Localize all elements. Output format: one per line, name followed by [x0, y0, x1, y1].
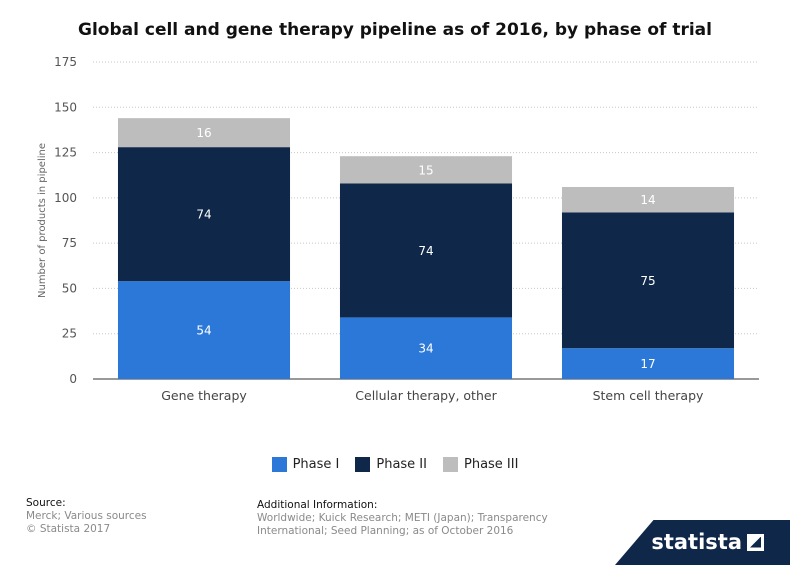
bar-segment: [561, 186, 735, 213]
data-label: 75: [640, 274, 655, 288]
y-tick-label: 25: [62, 327, 77, 341]
statista-logo-icon: [747, 533, 764, 551]
data-label: 54: [196, 324, 211, 338]
legend-swatch: [442, 457, 458, 472]
category-label: Cellular therapy, other: [355, 388, 497, 403]
bar-segment: [117, 281, 291, 379]
source-heading: Source:: [26, 497, 66, 509]
data-label: 17: [640, 357, 655, 371]
data-label: 74: [418, 244, 433, 258]
legend-label: Phase II: [376, 457, 427, 472]
bar-segment: [339, 317, 513, 379]
legend-item[interactable]: Phase II: [355, 457, 427, 472]
data-label: 74: [196, 208, 211, 222]
y-tick-label: 100: [54, 191, 77, 205]
data-label: 34: [418, 342, 433, 356]
y-tick-label: 125: [54, 146, 77, 160]
chart-plot: 0 25 50 75 100 125 150 175 Number of products in…: [37, 55, 759, 403]
data-label: 14: [640, 193, 655, 207]
legend-label: Phase I: [292, 457, 340, 472]
y-tick-label: 175: [54, 55, 77, 69]
brand-name: statista: [651, 530, 742, 554]
bar-segment: [339, 156, 513, 184]
additional-info-block: Additional Information: Worldwide; Kuick…: [257, 499, 557, 538]
bar-segment: [561, 212, 735, 349]
bar-segment: [561, 348, 735, 379]
legend-swatch: [271, 457, 287, 472]
data-label: 15: [418, 163, 433, 177]
source-block: Source: Merck; Various sources © Statist…: [26, 497, 147, 536]
legend-label: Phase III: [463, 457, 519, 472]
y-tick-label: 50: [62, 281, 77, 295]
y-tick-label: 150: [54, 100, 77, 114]
bar-segment: [117, 118, 291, 148]
statista-logo[interactable]: statista: [651, 530, 764, 554]
additional-info-text: Worldwide; Kuick Research; METI (Japan);…: [257, 512, 548, 537]
legend: Phase I Phase II Phase III: [0, 457, 790, 472]
legend-item[interactable]: Phase I: [271, 457, 340, 472]
y-axis-label: Number of products in pipeline: [37, 143, 48, 298]
category-label: Gene therapy: [161, 388, 247, 403]
legend-item[interactable]: Phase III: [442, 457, 519, 472]
y-tick-label: 75: [62, 236, 77, 250]
bar-segment: [339, 183, 513, 318]
source-line: Merck; Various sources: [26, 510, 147, 522]
legend-swatch: [355, 457, 371, 472]
bar-segment: [117, 147, 291, 282]
copyright-line: © Statista 2017: [26, 523, 111, 535]
y-tick-label: 0: [69, 372, 77, 386]
chart-title: Global cell and gene therapy pipeline as…: [78, 20, 712, 40]
category-label: Stem cell therapy: [593, 388, 704, 403]
additional-info-heading: Additional Information:: [257, 499, 378, 511]
data-label: 16: [196, 126, 211, 140]
